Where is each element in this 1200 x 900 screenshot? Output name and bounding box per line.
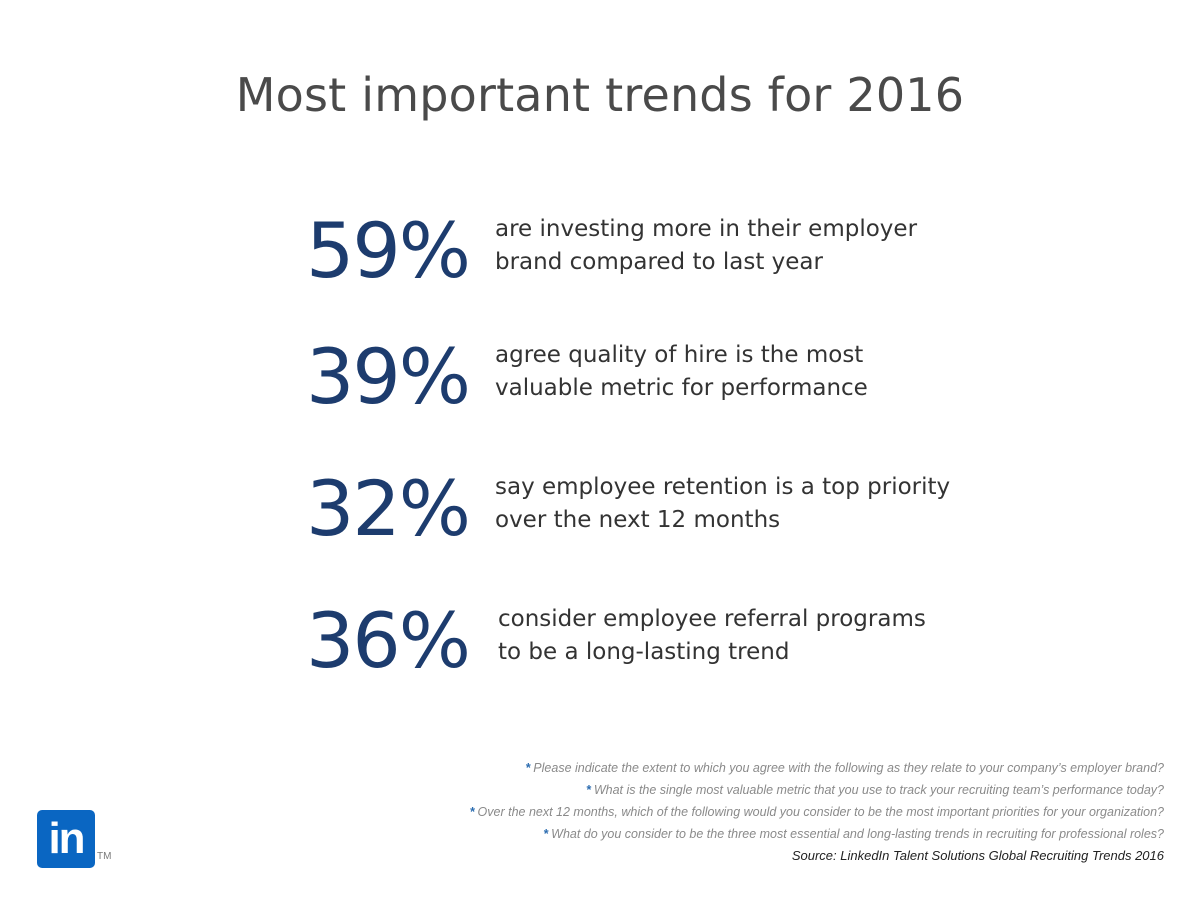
footnote-text: Over the next 12 months, which of the fo… (477, 805, 1164, 819)
stat-value: 59% (306, 206, 471, 295)
stat-description-line: are investing more in their employer (495, 216, 918, 242)
stat-row: 32% say employee retention is a top prio… (0, 459, 1200, 559)
source-citation: Source: LinkedIn Talent Solutions Global… (791, 848, 1164, 863)
stat-description: are investing more in their employer bra… (495, 213, 955, 279)
footnote: * What is the single most valuable metric… (264, 779, 1164, 801)
stat-description: consider employee referral programs to b… (498, 603, 958, 669)
stat-row: 59% are investing more in their employer… (0, 201, 1200, 301)
stat-description-line: over the next 12 months (495, 507, 781, 533)
footnote-text: What is the single most valuable metric … (593, 783, 1164, 797)
footnote-marker: * (469, 805, 475, 819)
stat-description-line: say employee retention is a top priority (495, 474, 951, 500)
footnote-marker: * (525, 761, 531, 775)
footnote-marker: * (543, 827, 549, 841)
stat-value: 32% (306, 464, 471, 553)
footnotes: * Please indicate the extent to which you… (264, 757, 1164, 867)
stat-description: agree quality of hire is the most valuab… (495, 339, 955, 405)
stat-value: 36% (306, 596, 471, 685)
page-title: Most important trends for 2016 (235, 68, 965, 122)
footnote-text: Please indicate the extent to which you … (533, 761, 1164, 775)
footnote-marker: * (585, 783, 591, 797)
stat-description-line: agree quality of hire is the most (495, 342, 864, 368)
stat-value: 39% (306, 332, 471, 421)
stat-description: say employee retention is a top priority… (495, 471, 955, 537)
stat-row: 39% agree quality of hire is the most va… (0, 327, 1200, 427)
stat-description-line: valuable metric for performance (495, 375, 868, 401)
stat-description-line: brand compared to last year (495, 249, 823, 275)
stat-description-line: consider employee referral programs (498, 606, 926, 632)
trademark-mark: TM (97, 851, 112, 862)
stat-description-line: to be a long-lasting trend (498, 639, 790, 665)
stat-row: 36% consider employee referral programs … (0, 591, 1200, 691)
linkedin-logo-icon: in (37, 810, 95, 868)
footnote: * Please indicate the extent to which you… (264, 757, 1164, 779)
footnote: * What do you consider to be the three mo… (264, 823, 1164, 845)
footnote-text: What do you consider to be the three mos… (551, 827, 1164, 841)
logo-text: in (48, 814, 85, 863)
footnote: * Over the next 12 months, which of the f… (264, 801, 1164, 823)
